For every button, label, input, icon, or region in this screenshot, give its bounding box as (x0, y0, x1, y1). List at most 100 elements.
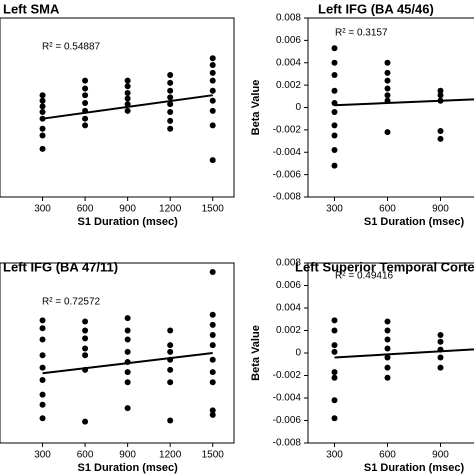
point (331, 369, 338, 376)
point (82, 345, 89, 352)
point (124, 315, 131, 322)
x-axis-label: S1 Duration (msec) (78, 462, 179, 474)
point (209, 356, 216, 363)
x-tick-label: 1500 (202, 450, 225, 461)
y-tick-label: 0.008 (276, 13, 301, 24)
x-tick-label: 900 (432, 204, 449, 215)
point (124, 405, 131, 412)
plot-frame (307, 17, 474, 198)
point (437, 338, 444, 345)
point (124, 379, 131, 386)
point (209, 107, 216, 114)
point (124, 336, 131, 343)
point (209, 122, 216, 129)
point (437, 135, 444, 142)
point (384, 129, 391, 136)
x-tick-label: 900 (119, 450, 136, 461)
trendline (42, 352, 213, 375)
point (437, 364, 444, 371)
point (39, 352, 46, 359)
point (167, 94, 174, 101)
point (209, 69, 216, 76)
point (209, 77, 216, 84)
point (384, 318, 391, 325)
point (331, 147, 338, 154)
x-tick-label: 600 (77, 450, 94, 461)
point (209, 369, 216, 376)
point (167, 101, 174, 108)
y-tick-label: -0.008 (273, 192, 302, 203)
point (331, 342, 338, 349)
y-tick-label: -0.008 (273, 438, 302, 449)
point (384, 364, 391, 371)
plot-frame (0, 17, 235, 198)
point (82, 327, 89, 334)
point (167, 108, 174, 115)
point (39, 415, 46, 422)
y-tick-label: 0 (295, 102, 301, 113)
point (82, 122, 89, 129)
point (209, 97, 216, 104)
point (384, 327, 391, 334)
point (209, 87, 216, 94)
x-tick-label: 300 (326, 450, 343, 461)
point (124, 348, 131, 355)
point (82, 115, 89, 122)
x-tick-label: 300 (34, 204, 51, 215)
point (39, 103, 46, 110)
point (437, 127, 444, 134)
y-tick-label: 0 (295, 348, 301, 359)
point (167, 348, 174, 355)
y-tick-label: -0.002 (273, 125, 302, 136)
point (39, 325, 46, 332)
panel-title: Left IFG (BA 47/11) (3, 259, 118, 274)
point (167, 79, 174, 86)
y-tick-label: 0.006 (276, 35, 301, 46)
point (167, 327, 174, 334)
point (167, 87, 174, 94)
point (437, 87, 444, 94)
x-tick-label: 1500 (202, 204, 225, 215)
y-tick-label: 0.004 (276, 303, 301, 314)
y-tick-label: -0.004 (273, 147, 302, 158)
panel-title: Left Superior Temporal Cortex (295, 259, 474, 274)
point (331, 397, 338, 404)
x-tick-label: 1200 (159, 450, 182, 461)
point (331, 45, 338, 52)
point (124, 369, 131, 376)
point (82, 418, 89, 425)
point (331, 59, 338, 66)
point (167, 125, 174, 132)
r-squared: R² = 0.72572 (42, 297, 101, 308)
point (331, 122, 338, 129)
point (384, 59, 391, 66)
point (209, 55, 216, 62)
point (39, 364, 46, 371)
point (39, 145, 46, 152)
point (39, 391, 46, 398)
point (82, 100, 89, 107)
point (384, 85, 391, 92)
point (124, 95, 131, 102)
point (331, 132, 338, 139)
trendline (334, 98, 474, 107)
point (39, 401, 46, 408)
x-tick-label: 1200 (159, 204, 182, 215)
point (384, 92, 391, 99)
point (209, 332, 216, 338)
point (437, 354, 444, 361)
x-tick-label: 600 (379, 204, 396, 215)
y-tick-label: 0.006 (276, 280, 301, 291)
y-axis-label: Beta Value (250, 80, 262, 136)
point (124, 101, 131, 108)
point (209, 321, 216, 328)
point (82, 318, 89, 325)
panel-title: Left SMA (3, 1, 60, 16)
point (39, 336, 46, 343)
point (331, 374, 338, 381)
point (39, 92, 46, 99)
point (124, 77, 131, 84)
point (39, 125, 46, 132)
point (209, 157, 216, 164)
